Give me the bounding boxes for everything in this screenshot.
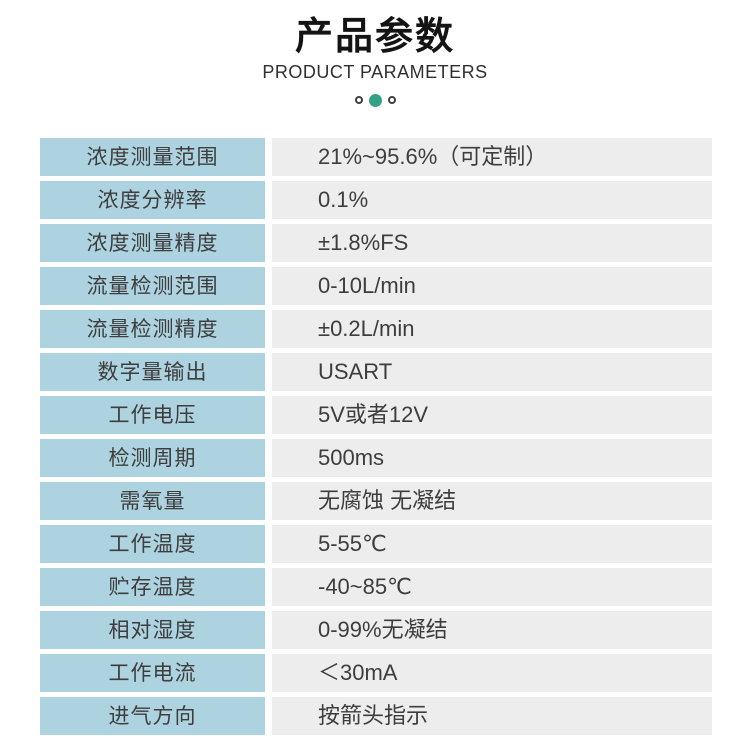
param-value: 5V或者12V: [272, 396, 712, 434]
table-row: 需氧量 无腐蚀 无凝结: [40, 482, 712, 520]
param-value: ＜30mA: [272, 654, 712, 692]
dot-inactive-icon: [387, 96, 396, 104]
table-row: 数字量输出 USART: [40, 353, 712, 391]
param-value: ±0.2L/min: [272, 310, 712, 348]
param-label: 浓度测量精度: [40, 224, 265, 262]
param-label: 浓度测量范围: [40, 138, 265, 176]
param-label: 需氧量: [40, 482, 265, 520]
param-label: 贮存温度: [40, 568, 265, 606]
param-value: 0-99%无凝结: [272, 611, 712, 649]
param-value: 按箭头指示: [272, 697, 712, 735]
param-value: 0-10L/min: [272, 267, 712, 305]
param-label: 数字量输出: [40, 353, 265, 391]
param-value: ±1.8%FS: [272, 224, 712, 262]
param-label: 浓度分辨率: [40, 181, 265, 219]
table-row: 浓度分辨率 0.1%: [40, 181, 712, 219]
page-subtitle: PRODUCT PARAMETERS: [262, 62, 488, 82]
param-label: 相对湿度: [40, 611, 265, 649]
table-row: 贮存温度 -40~85℃: [40, 568, 712, 606]
table-row: 浓度测量精度 ±1.8%FS: [40, 224, 712, 262]
param-label: 流量检测范围: [40, 267, 265, 305]
page-header: 产品参数 PRODUCT PARAMETERS: [0, 0, 750, 107]
table-row: 浓度测量范围 21%~95.6%（可定制）: [40, 138, 712, 176]
param-value: 0.1%: [272, 181, 712, 219]
dot-active-icon: [368, 93, 382, 107]
param-label: 工作电流: [40, 654, 265, 692]
page-title: 产品参数: [294, 16, 455, 58]
param-value: 5-55℃: [272, 525, 712, 563]
table-row: 工作温度 5-55℃: [40, 525, 712, 563]
param-value: -40~85℃: [272, 568, 712, 606]
table-row: 工作电压 5V或者12V: [40, 396, 712, 434]
param-label: 流量检测精度: [40, 310, 265, 348]
table-row: 相对湿度 0-99%无凝结: [40, 611, 712, 649]
table-row: 检测周期 500ms: [40, 439, 712, 477]
dot-inactive-icon: [354, 96, 363, 104]
table-row: 流量检测范围 0-10L/min: [40, 267, 712, 305]
param-value: 21%~95.6%（可定制）: [272, 138, 712, 176]
param-value: USART: [272, 353, 712, 391]
param-value: 500ms: [272, 439, 712, 477]
param-label: 进气方向: [40, 697, 265, 735]
parameters-table: 浓度测量范围 21%~95.6%（可定制） 浓度分辨率 0.1% 浓度测量精度 ±1.8%…: [40, 138, 712, 735]
table-row: 流量检测精度 ±0.2L/min: [40, 310, 712, 348]
param-label: 工作温度: [40, 525, 265, 563]
table-row: 进气方向 按箭头指示: [40, 697, 712, 735]
param-label: 工作电压: [40, 396, 265, 434]
param-value: 无腐蚀 无凝结: [272, 482, 712, 520]
pagination-dots: [0, 93, 750, 107]
param-label: 检测周期: [40, 439, 265, 477]
table-row: 工作电流 ＜30mA: [40, 654, 712, 692]
